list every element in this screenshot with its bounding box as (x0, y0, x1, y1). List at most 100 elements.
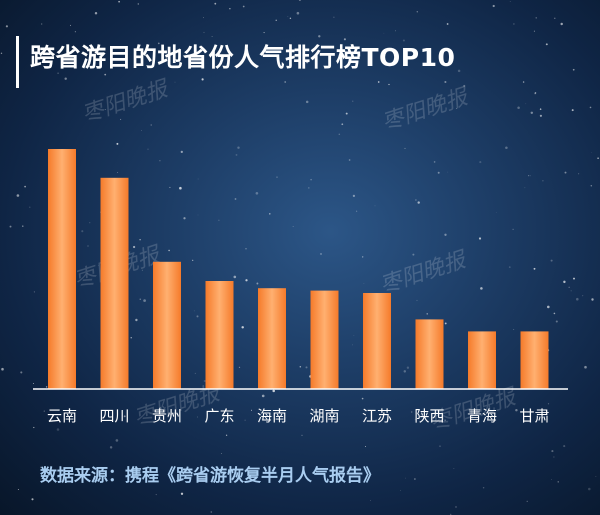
star (57, 72, 59, 75)
x-tick-label: 陕西 (414, 407, 444, 425)
star (212, 470, 214, 472)
star (137, 3, 140, 5)
star (560, 22, 563, 26)
star (218, 219, 220, 221)
star (269, 213, 271, 215)
star (492, 4, 495, 8)
star (533, 267, 536, 270)
star (235, 153, 238, 156)
star (453, 468, 455, 470)
star (245, 279, 248, 282)
star (220, 453, 222, 454)
star (361, 397, 364, 400)
star (194, 372, 196, 374)
star (416, 299, 418, 301)
star (192, 259, 194, 261)
star (20, 371, 23, 374)
star (343, 38, 346, 41)
star (535, 17, 537, 19)
star (528, 175, 529, 177)
star (256, 282, 259, 285)
star (197, 214, 199, 216)
star (456, 108, 457, 109)
star (363, 283, 365, 284)
bar-海南 (258, 288, 286, 389)
star (132, 245, 136, 249)
star (174, 81, 176, 83)
star (276, 176, 278, 178)
star (40, 466, 42, 468)
star (573, 277, 575, 280)
star (241, 326, 244, 329)
star (400, 490, 401, 491)
star (595, 476, 597, 477)
star (505, 146, 508, 150)
star (308, 187, 310, 189)
star (203, 379, 206, 383)
star (345, 112, 348, 115)
star (370, 500, 371, 501)
star (147, 148, 149, 150)
star (32, 383, 34, 384)
star (388, 83, 390, 86)
star (352, 100, 354, 102)
star (202, 17, 205, 19)
star (301, 434, 303, 436)
star (81, 230, 84, 233)
star (352, 194, 356, 198)
title-accent-bar (16, 36, 19, 88)
bar-湖南 (310, 290, 339, 389)
star (299, 365, 302, 368)
star (116, 142, 119, 145)
star (348, 159, 351, 161)
star (395, 30, 397, 32)
star (563, 280, 566, 284)
star (351, 344, 353, 346)
star (310, 178, 312, 181)
star (289, 17, 292, 20)
star (245, 248, 247, 250)
bar-江苏 (363, 293, 391, 389)
star (545, 43, 548, 46)
star (455, 506, 457, 508)
star (582, 295, 584, 297)
star (203, 31, 205, 34)
star (591, 298, 594, 301)
star (412, 253, 415, 256)
star (550, 259, 553, 262)
star (64, 77, 67, 80)
star (211, 36, 213, 37)
star (414, 478, 416, 480)
star (563, 445, 566, 448)
star (553, 312, 556, 315)
star (444, 322, 447, 325)
star (255, 191, 259, 195)
star (135, 318, 138, 322)
star (165, 406, 166, 408)
bar-青海 (468, 331, 496, 389)
star (444, 419, 446, 421)
star (250, 409, 253, 411)
star (45, 386, 48, 388)
star (234, 198, 237, 200)
bar-四川 (100, 177, 129, 389)
star (530, 111, 534, 115)
star (261, 394, 265, 398)
star (482, 486, 485, 489)
star (120, 118, 122, 120)
star (69, 24, 72, 26)
star (242, 5, 245, 8)
star (524, 187, 526, 189)
star (446, 23, 449, 25)
star (86, 272, 88, 274)
star (320, 253, 322, 255)
chart-title: 跨省游目的地省份人气排行榜TOP10 (30, 43, 456, 72)
star (193, 310, 195, 312)
star (150, 124, 152, 126)
star (1, 367, 4, 371)
star (547, 305, 550, 309)
star (180, 150, 183, 154)
star (513, 329, 515, 331)
star (155, 494, 157, 496)
